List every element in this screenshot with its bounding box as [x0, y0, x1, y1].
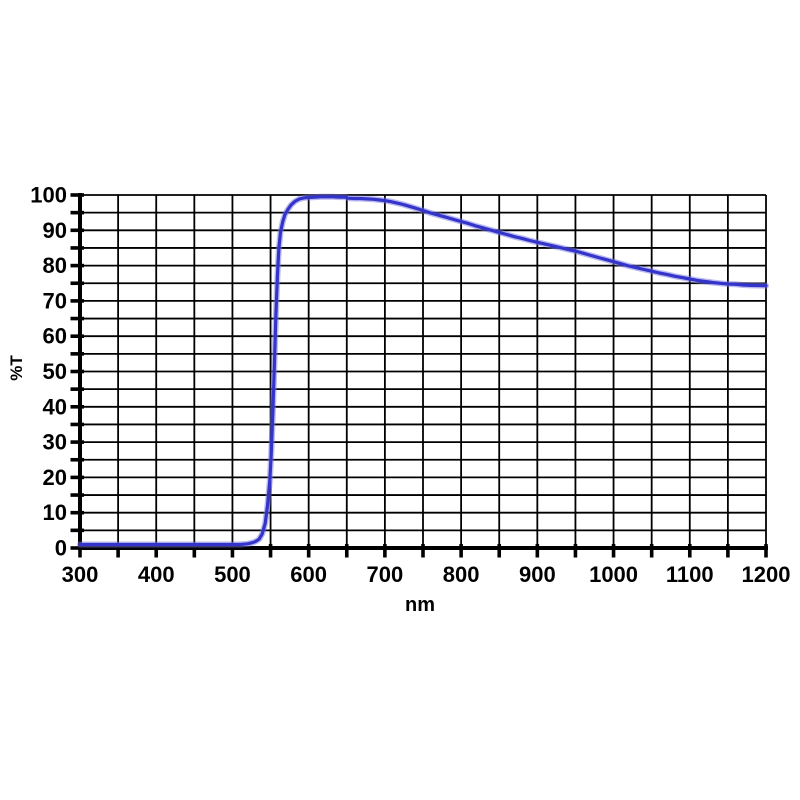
y-tick-label: 60 — [43, 324, 67, 349]
y-tick-label: 40 — [43, 394, 67, 419]
axis-ticks — [70, 193, 768, 558]
y-tick-label: 30 — [43, 430, 67, 455]
y-tick-label: 0 — [55, 536, 67, 561]
y-axis-label: %T — [7, 355, 26, 381]
y-tick-label: 10 — [43, 500, 67, 525]
x-tick-label: 400 — [138, 562, 175, 587]
y-tick-label: 50 — [43, 359, 67, 384]
axes — [78, 193, 768, 550]
series-transmission — [77, 193, 769, 548]
y-tick-label: 90 — [43, 218, 67, 243]
x-tick-label: 300 — [62, 562, 99, 587]
x-tick-label: 700 — [367, 562, 404, 587]
x-tick-label: 1000 — [589, 562, 638, 587]
transmission-curve — [78, 195, 768, 547]
x-axis-label: nm — [405, 594, 435, 616]
y-tick-labels: 0 10 20 30 40 50 60 70 80 90 100 — [30, 183, 67, 561]
y-tick-label: 70 — [43, 288, 67, 313]
y-tick-label: 100 — [30, 183, 67, 208]
y-tick-label: 80 — [43, 253, 67, 278]
x-tick-label: 1200 — [742, 562, 791, 587]
x-tick-label: 1100 — [666, 562, 714, 587]
gridlines — [80, 194, 767, 548]
x-tick-label: 800 — [443, 562, 480, 587]
x-tick-label: 600 — [290, 562, 327, 587]
x-tick-labels: 300 400 500 600 700 800 900 1000 1100 1200 — [62, 562, 791, 587]
x-tick-label: 500 — [214, 562, 251, 587]
y-tick-label: 20 — [43, 465, 67, 490]
x-tick-label: 900 — [519, 562, 556, 587]
